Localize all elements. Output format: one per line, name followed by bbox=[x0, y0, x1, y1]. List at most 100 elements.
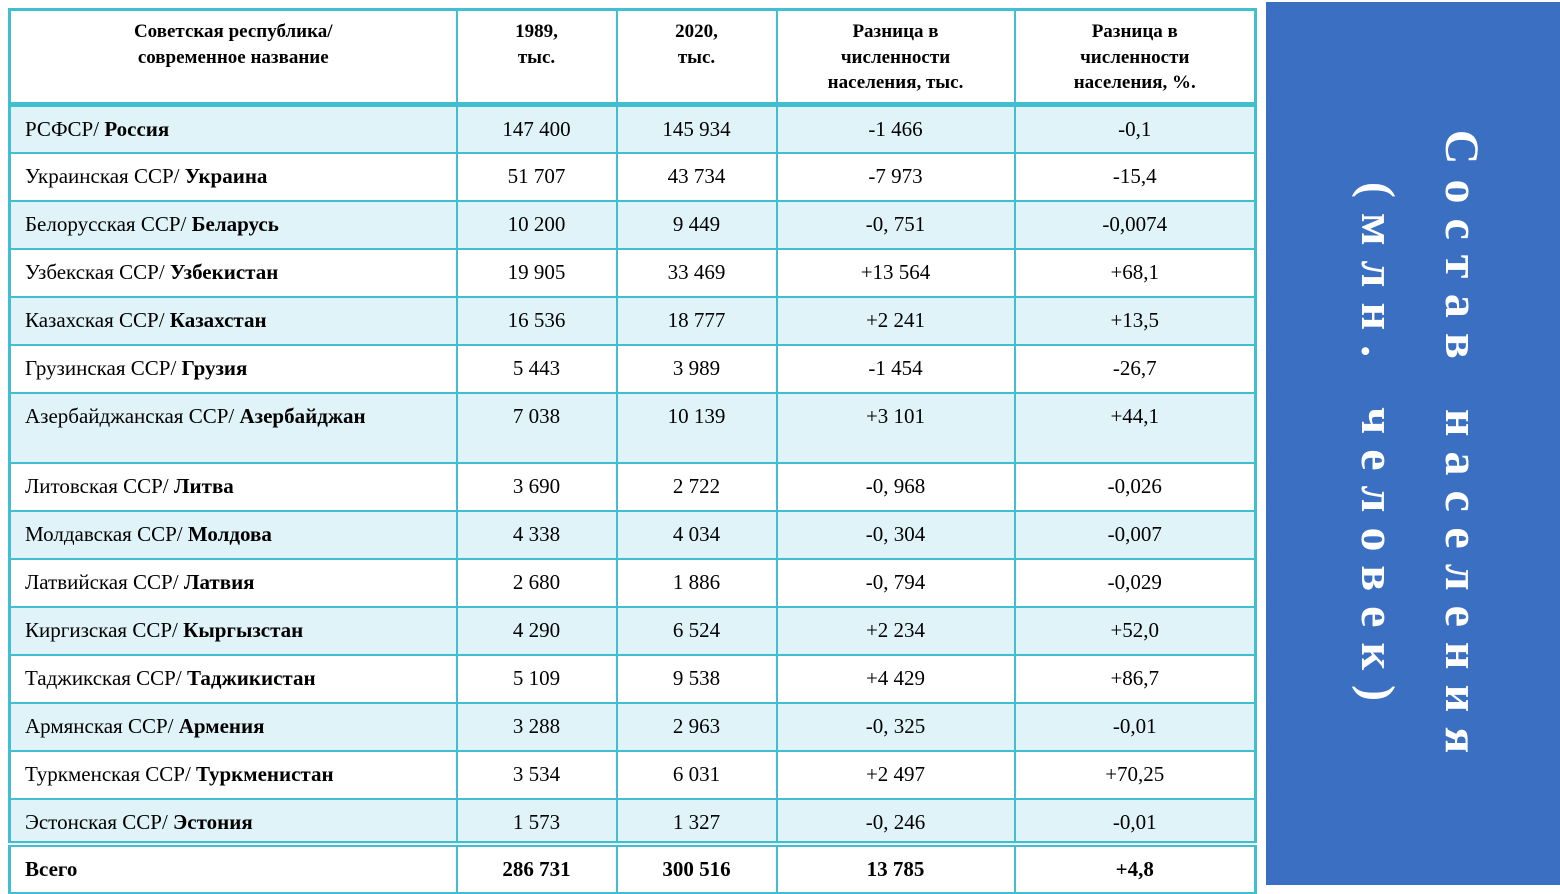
republic-soviet-name: Казахская ССР/ bbox=[25, 307, 165, 332]
table-row: РСФСР/ Россия 147 400 145 934 -1 466 -0,… bbox=[8, 103, 1257, 154]
header-diff-thousands: Разница в численности населения, тыс. bbox=[775, 8, 1016, 107]
cell-1989: 5 443 bbox=[455, 343, 618, 394]
republic-modern-name: Грузия bbox=[181, 355, 248, 380]
cell-2020: 9 538 bbox=[615, 653, 778, 704]
cell-diff-percent: +13,5 bbox=[1013, 295, 1257, 346]
cell-diff-thousands: +4 429 bbox=[775, 653, 1016, 704]
cell-diff-thousands: -0, 794 bbox=[775, 557, 1016, 608]
republic-name-cell: Казахская ССР/ Казахстан bbox=[8, 295, 458, 346]
republic-soviet-name: Молдавская ССР/ bbox=[25, 521, 183, 546]
cell-1989: 3 288 bbox=[455, 701, 618, 752]
republic-modern-name: Беларусь bbox=[191, 211, 279, 236]
cell-2020: 2 722 bbox=[615, 461, 778, 512]
cell-diff-percent: -0,026 bbox=[1013, 461, 1257, 512]
cell-diff-thousands: -0, 325 bbox=[775, 701, 1016, 752]
cell-diff-thousands: -0, 968 bbox=[775, 461, 1016, 512]
republic-name-cell: Грузинская ССР/ Грузия bbox=[8, 343, 458, 394]
table-row: Таджикская ССР/ Таджикистан 5 109 9 538 … bbox=[8, 653, 1257, 704]
side-panel-title: Состав населения (млн. человек) bbox=[1335, 130, 1503, 768]
cell-1989: 7 038 bbox=[455, 391, 618, 464]
republic-name-cell: РСФСР/ Россия bbox=[8, 103, 458, 154]
republic-name-cell: Латвийская ССР/ Латвия bbox=[8, 557, 458, 608]
cell-diff-percent: +86,7 bbox=[1013, 653, 1257, 704]
republic-name-cell: Украинская ССР/ Украина bbox=[8, 151, 458, 202]
cell-diff-percent: -15,4 bbox=[1013, 151, 1257, 202]
cell-1989: 10 200 bbox=[455, 199, 618, 250]
republic-soviet-name: Белорусская ССР/ bbox=[25, 211, 187, 236]
cell-2020: 6 524 bbox=[615, 605, 778, 656]
table-header: Советская республика/ современное назван… bbox=[8, 8, 1257, 107]
republic-modern-name: Литва bbox=[173, 473, 234, 498]
cell-diff-thousands: +3 101 bbox=[775, 391, 1016, 464]
republic-modern-name: Россия bbox=[104, 117, 170, 141]
cell-1989: 4 290 bbox=[455, 605, 618, 656]
side-panel: Состав населения (млн. человек) bbox=[1266, 2, 1560, 885]
republic-soviet-name: Эстонская ССР/ bbox=[25, 809, 168, 834]
republic-name-cell: Литовская ССР/ Литва bbox=[8, 461, 458, 512]
cell-diff-percent: -0,007 bbox=[1013, 509, 1257, 560]
republic-modern-name: Азербайджан bbox=[239, 403, 366, 428]
cell-1989: 3 690 bbox=[455, 461, 618, 512]
republic-soviet-name: РСФСР/ bbox=[25, 117, 100, 141]
total-2020: 300 516 bbox=[615, 840, 778, 894]
cell-diff-thousands: +2 234 bbox=[775, 605, 1016, 656]
republic-name-cell: Туркменская ССР/ Туркменистан bbox=[8, 749, 458, 800]
cell-1989: 4 338 bbox=[455, 509, 618, 560]
total-1989: 286 731 bbox=[455, 840, 618, 894]
cell-diff-thousands: +2 241 bbox=[775, 295, 1016, 346]
cell-diff-percent: -26,7 bbox=[1013, 343, 1257, 394]
republic-modern-name: Молдова bbox=[187, 521, 272, 546]
republic-name-cell: Узбекская ССР/ Узбекистан bbox=[8, 247, 458, 298]
table-body: РСФСР/ Россия 147 400 145 934 -1 466 -0,… bbox=[8, 103, 1257, 845]
cell-2020: 1 327 bbox=[615, 797, 778, 845]
republic-soviet-name: Таджикская ССР/ bbox=[25, 665, 182, 690]
republic-name-cell: Молдавская ССР/ Молдова bbox=[8, 509, 458, 560]
republic-name-cell: Киргизская ССР/ Кыргызстан bbox=[8, 605, 458, 656]
cell-diff-percent: -0,029 bbox=[1013, 557, 1257, 608]
cell-2020: 6 031 bbox=[615, 749, 778, 800]
cell-diff-thousands: +13 564 bbox=[775, 247, 1016, 298]
total-diff-percent: +4,8 bbox=[1013, 840, 1257, 894]
republic-soviet-name: Латвийская ССР/ bbox=[25, 569, 179, 594]
republic-soviet-name: Туркменская ССР/ bbox=[25, 761, 191, 786]
table-row: Казахская ССР/ Казахстан 16 536 18 777 +… bbox=[8, 295, 1257, 346]
republic-modern-name: Туркменистан bbox=[196, 761, 334, 786]
side-panel-title-line1: Состав населения bbox=[1434, 129, 1488, 769]
header-2020: 2020, тыс. bbox=[615, 8, 778, 107]
cell-2020: 33 469 bbox=[615, 247, 778, 298]
cell-1989: 19 905 bbox=[455, 247, 618, 298]
republic-name-cell: Белорусская ССР/ Беларусь bbox=[8, 199, 458, 250]
table-row: Киргизская ССР/ Кыргызстан 4 290 6 524 +… bbox=[8, 605, 1257, 656]
header-diff-percent: Разница в численности населения, %. bbox=[1013, 8, 1257, 107]
table-row: Украинская ССР/ Украина 51 707 43 734 -7… bbox=[8, 151, 1257, 202]
cell-1989: 2 680 bbox=[455, 557, 618, 608]
cell-1989: 147 400 bbox=[455, 103, 618, 154]
republic-soviet-name: Киргизская ССР/ bbox=[25, 617, 178, 642]
table-row: Туркменская ССР/ Туркменистан 3 534 6 03… bbox=[8, 749, 1257, 800]
cell-2020: 2 963 bbox=[615, 701, 778, 752]
table-row: Латвийская ССР/ Латвия 2 680 1 886 -0, 7… bbox=[8, 557, 1257, 608]
cell-diff-percent: -0,0074 bbox=[1013, 199, 1257, 250]
republic-soviet-name: Литовская ССР/ bbox=[25, 473, 169, 498]
cell-diff-percent: -0,01 bbox=[1013, 797, 1257, 845]
cell-2020: 1 886 bbox=[615, 557, 778, 608]
cell-diff-thousands: -7 973 bbox=[775, 151, 1016, 202]
republic-soviet-name: Грузинская ССР/ bbox=[25, 355, 177, 380]
cell-2020: 3 989 bbox=[615, 343, 778, 394]
cell-1989: 16 536 bbox=[455, 295, 618, 346]
cell-diff-percent: -0,1 bbox=[1013, 103, 1257, 154]
cell-2020: 43 734 bbox=[615, 151, 778, 202]
total-diff-thousands: 13 785 bbox=[775, 840, 1016, 894]
republic-modern-name: Украина bbox=[184, 163, 268, 188]
republic-modern-name: Кыргызстан bbox=[183, 617, 304, 642]
cell-1989: 3 534 bbox=[455, 749, 618, 800]
header-row: Советская республика/ современное назван… bbox=[8, 8, 1257, 107]
cell-diff-thousands: -1 466 bbox=[775, 103, 1016, 154]
cell-2020: 4 034 bbox=[615, 509, 778, 560]
cell-1989: 5 109 bbox=[455, 653, 618, 704]
population-table-container: Советская республика/ современное назван… bbox=[8, 8, 1257, 894]
cell-diff-thousands: -0, 304 bbox=[775, 509, 1016, 560]
cell-1989: 51 707 bbox=[455, 151, 618, 202]
republic-soviet-name: Азербайджанская ССР/ bbox=[25, 403, 235, 428]
side-panel-title-line2: (млн. человек) bbox=[1350, 181, 1404, 716]
